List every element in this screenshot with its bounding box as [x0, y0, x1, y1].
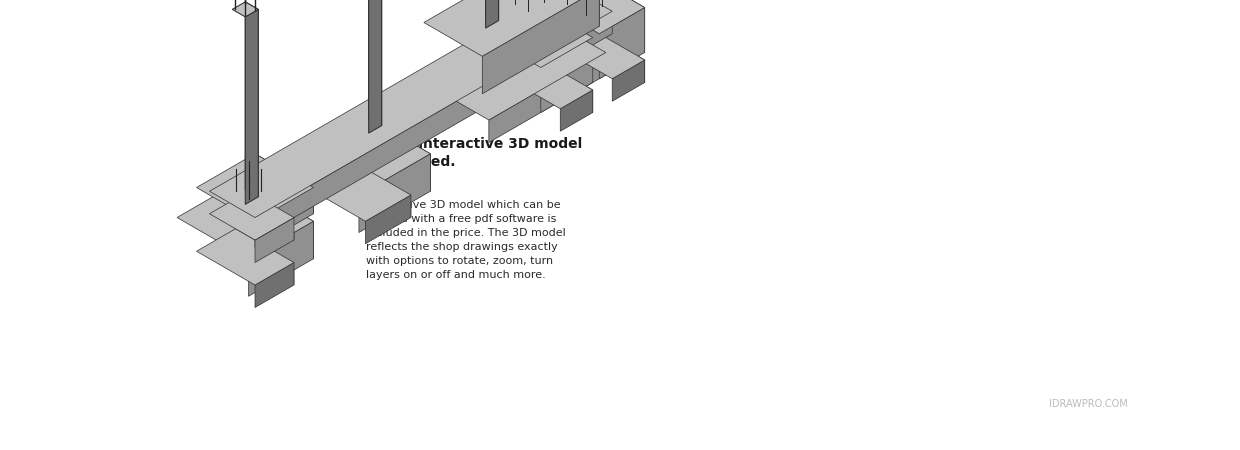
Polygon shape: [210, 0, 613, 217]
Polygon shape: [418, 11, 606, 120]
Polygon shape: [613, 60, 645, 101]
Polygon shape: [242, 180, 314, 259]
Polygon shape: [366, 195, 410, 244]
Polygon shape: [573, 0, 645, 53]
Polygon shape: [470, 0, 593, 68]
Polygon shape: [486, 0, 498, 21]
Polygon shape: [476, 41, 593, 109]
Polygon shape: [482, 0, 599, 94]
Polygon shape: [248, 221, 314, 296]
Polygon shape: [541, 0, 599, 26]
Polygon shape: [255, 262, 294, 307]
Polygon shape: [508, 41, 593, 112]
Polygon shape: [308, 161, 410, 221]
Text: A free interactive 3D model
is included.: A free interactive 3D model is included.: [366, 137, 582, 169]
Polygon shape: [352, 161, 410, 217]
Polygon shape: [255, 154, 314, 214]
Text: Interactive 3D model which can be
opened with a free pdf software is
included in: Interactive 3D model which can be opened…: [366, 200, 565, 280]
Polygon shape: [368, 0, 382, 126]
Polygon shape: [541, 37, 593, 112]
Polygon shape: [560, 11, 645, 82]
Polygon shape: [358, 112, 430, 191]
Polygon shape: [534, 11, 606, 75]
Polygon shape: [197, 154, 314, 221]
Polygon shape: [255, 188, 314, 248]
Polygon shape: [424, 0, 599, 56]
Polygon shape: [567, 0, 613, 34]
Polygon shape: [177, 180, 314, 259]
Polygon shape: [288, 112, 430, 195]
Polygon shape: [248, 191, 294, 240]
Polygon shape: [210, 191, 294, 240]
Text: IDRAWPRO.COM: IDRAWPRO.COM: [1049, 399, 1128, 409]
Polygon shape: [560, 90, 593, 131]
Polygon shape: [599, 8, 645, 79]
Polygon shape: [528, 0, 645, 34]
Polygon shape: [255, 217, 294, 262]
Polygon shape: [232, 2, 258, 17]
Polygon shape: [358, 154, 430, 233]
Polygon shape: [528, 11, 645, 79]
Polygon shape: [489, 53, 606, 143]
Polygon shape: [521, 0, 593, 82]
Polygon shape: [246, 9, 258, 204]
Polygon shape: [255, 11, 613, 240]
Polygon shape: [236, 229, 294, 285]
Polygon shape: [246, 2, 258, 197]
Polygon shape: [197, 229, 294, 285]
Polygon shape: [486, 0, 498, 28]
Polygon shape: [368, 0, 382, 133]
